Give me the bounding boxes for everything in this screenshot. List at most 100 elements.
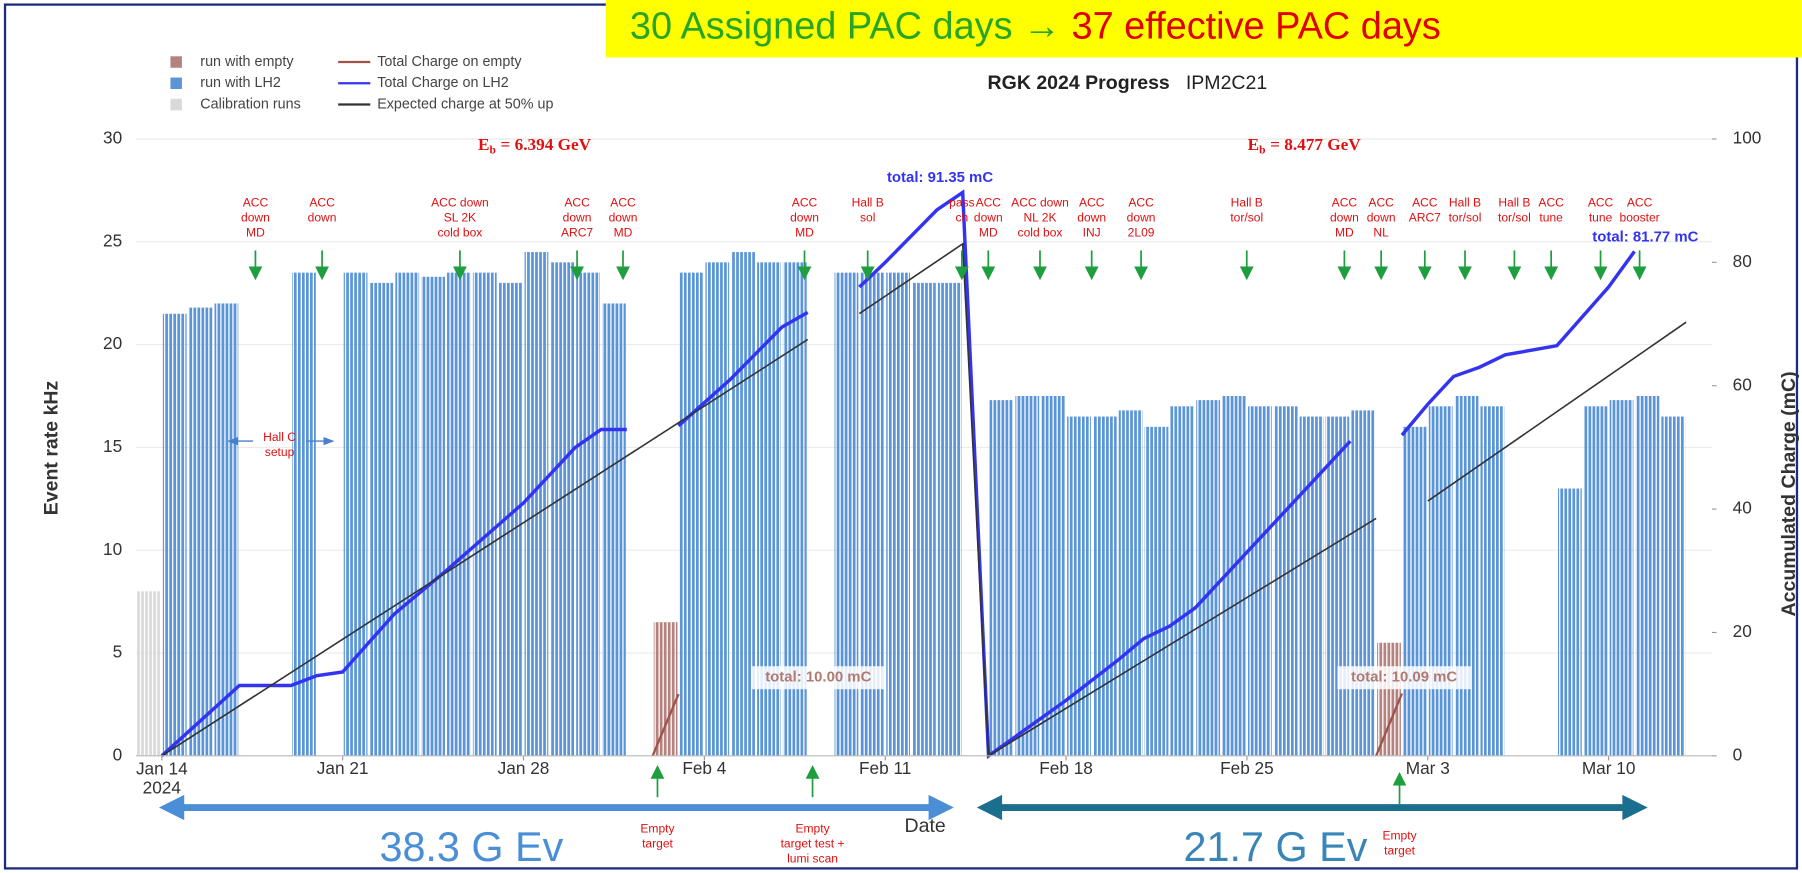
legend-swatch <box>170 98 182 111</box>
bar <box>1377 642 1401 756</box>
annotation: ch <box>956 210 969 224</box>
bar <box>343 272 368 756</box>
bar <box>214 303 239 756</box>
annotation: sol <box>860 210 875 224</box>
y-tick-label: 15 <box>103 436 122 456</box>
bar <box>653 622 678 756</box>
bar <box>705 262 730 756</box>
bar <box>369 282 394 756</box>
annotation: tune <box>1589 210 1613 224</box>
bar <box>1661 416 1686 756</box>
bottom-note: target <box>1384 843 1415 857</box>
annotation: ACC <box>1627 196 1653 210</box>
annotation: ACC <box>792 196 818 210</box>
total-label: total: 91.35 mC <box>887 169 993 186</box>
bar <box>1583 406 1608 756</box>
bar <box>1557 488 1582 756</box>
annotation: NL <box>1373 225 1389 239</box>
legend-label: Total Charge on LH2 <box>377 75 509 91</box>
annotation: 2L09 <box>1128 225 1155 239</box>
bottom-note: Empty <box>640 822 674 836</box>
banner-part: 30 Assigned PAC days <box>630 6 1013 48</box>
label-line: 2024 <box>143 777 182 797</box>
bar <box>1402 426 1427 756</box>
x-tick-label: Feb 18 <box>1039 758 1093 778</box>
annotation: MD <box>246 225 265 239</box>
x-axis-label: Date <box>905 815 946 837</box>
beam-energy: Eb = 8.477 GeV <box>1248 135 1362 156</box>
y-tick-label: 25 <box>103 230 122 250</box>
annotation: tor/sol <box>1498 210 1531 224</box>
annotation: ACC <box>1538 196 1564 210</box>
y-tick-label: 20 <box>103 333 122 353</box>
annotation: down <box>1127 210 1156 224</box>
x-tick-label: Jan 21 <box>317 758 369 778</box>
annotation: down <box>241 210 270 224</box>
chart-subtitle: IPM2C21 <box>1186 72 1267 94</box>
bar <box>447 272 471 756</box>
bar <box>1454 396 1479 756</box>
total-label: total: 10.00 mC <box>765 669 871 686</box>
bar <box>1144 426 1169 756</box>
bar <box>421 276 445 756</box>
annotation: tune <box>1539 210 1563 224</box>
y-tick-label: 30 <box>103 128 122 148</box>
annotation: ACC <box>1368 196 1394 210</box>
annotation: cold box <box>437 225 482 239</box>
annotation: ACC <box>243 196 269 210</box>
annotation: down <box>609 210 638 224</box>
x-tick-label: Feb 25 <box>1220 758 1274 778</box>
bar <box>472 272 497 756</box>
banner-part: 37 effective PAC days <box>1072 6 1441 48</box>
bar <box>834 272 859 756</box>
bar <box>1222 396 1246 756</box>
y2-axis-label: Accumulated Charge (mC) <box>1778 371 1800 616</box>
annotation: down <box>1330 210 1359 224</box>
annotation: down <box>563 210 592 224</box>
y2-tick-label: 40 <box>1733 498 1752 518</box>
annotation: down <box>1077 210 1106 224</box>
event-total: 21.7 G Ev <box>1184 824 1368 870</box>
bar <box>912 282 936 756</box>
x-tick-label: Mar 10 <box>1582 758 1636 778</box>
line <box>160 189 1636 760</box>
y-tick-label: 0 <box>113 744 123 764</box>
bar <box>937 282 962 756</box>
bar <box>1067 416 1091 756</box>
x-tick-label: Mar 3 <box>1406 758 1450 778</box>
annotation: down <box>974 210 1003 224</box>
banner: 30 Assigned PAC days → 37 effective PAC … <box>630 6 1441 48</box>
setup-note: Hall C <box>263 430 296 444</box>
annotation: pass <box>949 196 974 210</box>
annotation: MD <box>614 225 633 239</box>
legend-label: Calibration runs <box>200 96 300 112</box>
banner-box <box>605 0 1802 58</box>
bar <box>1170 406 1195 756</box>
annotation: ACC <box>1128 196 1154 210</box>
legend-label: run with LH2 <box>200 75 281 91</box>
beam-text: = 6.394 GeV <box>500 135 591 154</box>
bar <box>1635 396 1660 756</box>
bar <box>1273 406 1298 756</box>
bar <box>731 252 756 756</box>
annotation: Hall B <box>1498 196 1530 210</box>
bar <box>188 307 213 756</box>
line <box>161 242 1687 758</box>
legend-swatch <box>170 56 182 68</box>
legend-label: Total Charge on empty <box>377 54 522 70</box>
bar <box>679 272 704 756</box>
annotation: tor/sol <box>1449 210 1482 224</box>
total-label: total: 81.77 mC <box>1592 229 1698 246</box>
bar <box>886 272 911 756</box>
bar <box>1325 416 1350 756</box>
y2-tick-label: 100 <box>1733 128 1762 148</box>
annotation: ACC <box>1332 196 1358 210</box>
bar <box>1041 396 1066 756</box>
legend-label: run with empty <box>200 54 294 70</box>
bottom-note: target test + <box>781 836 845 850</box>
beam-subscript: b <box>490 144 496 156</box>
bar <box>395 272 420 756</box>
annotation: MD <box>1335 225 1354 239</box>
bar <box>1196 400 1221 756</box>
event-total: 38.3 G Ev <box>379 824 563 870</box>
